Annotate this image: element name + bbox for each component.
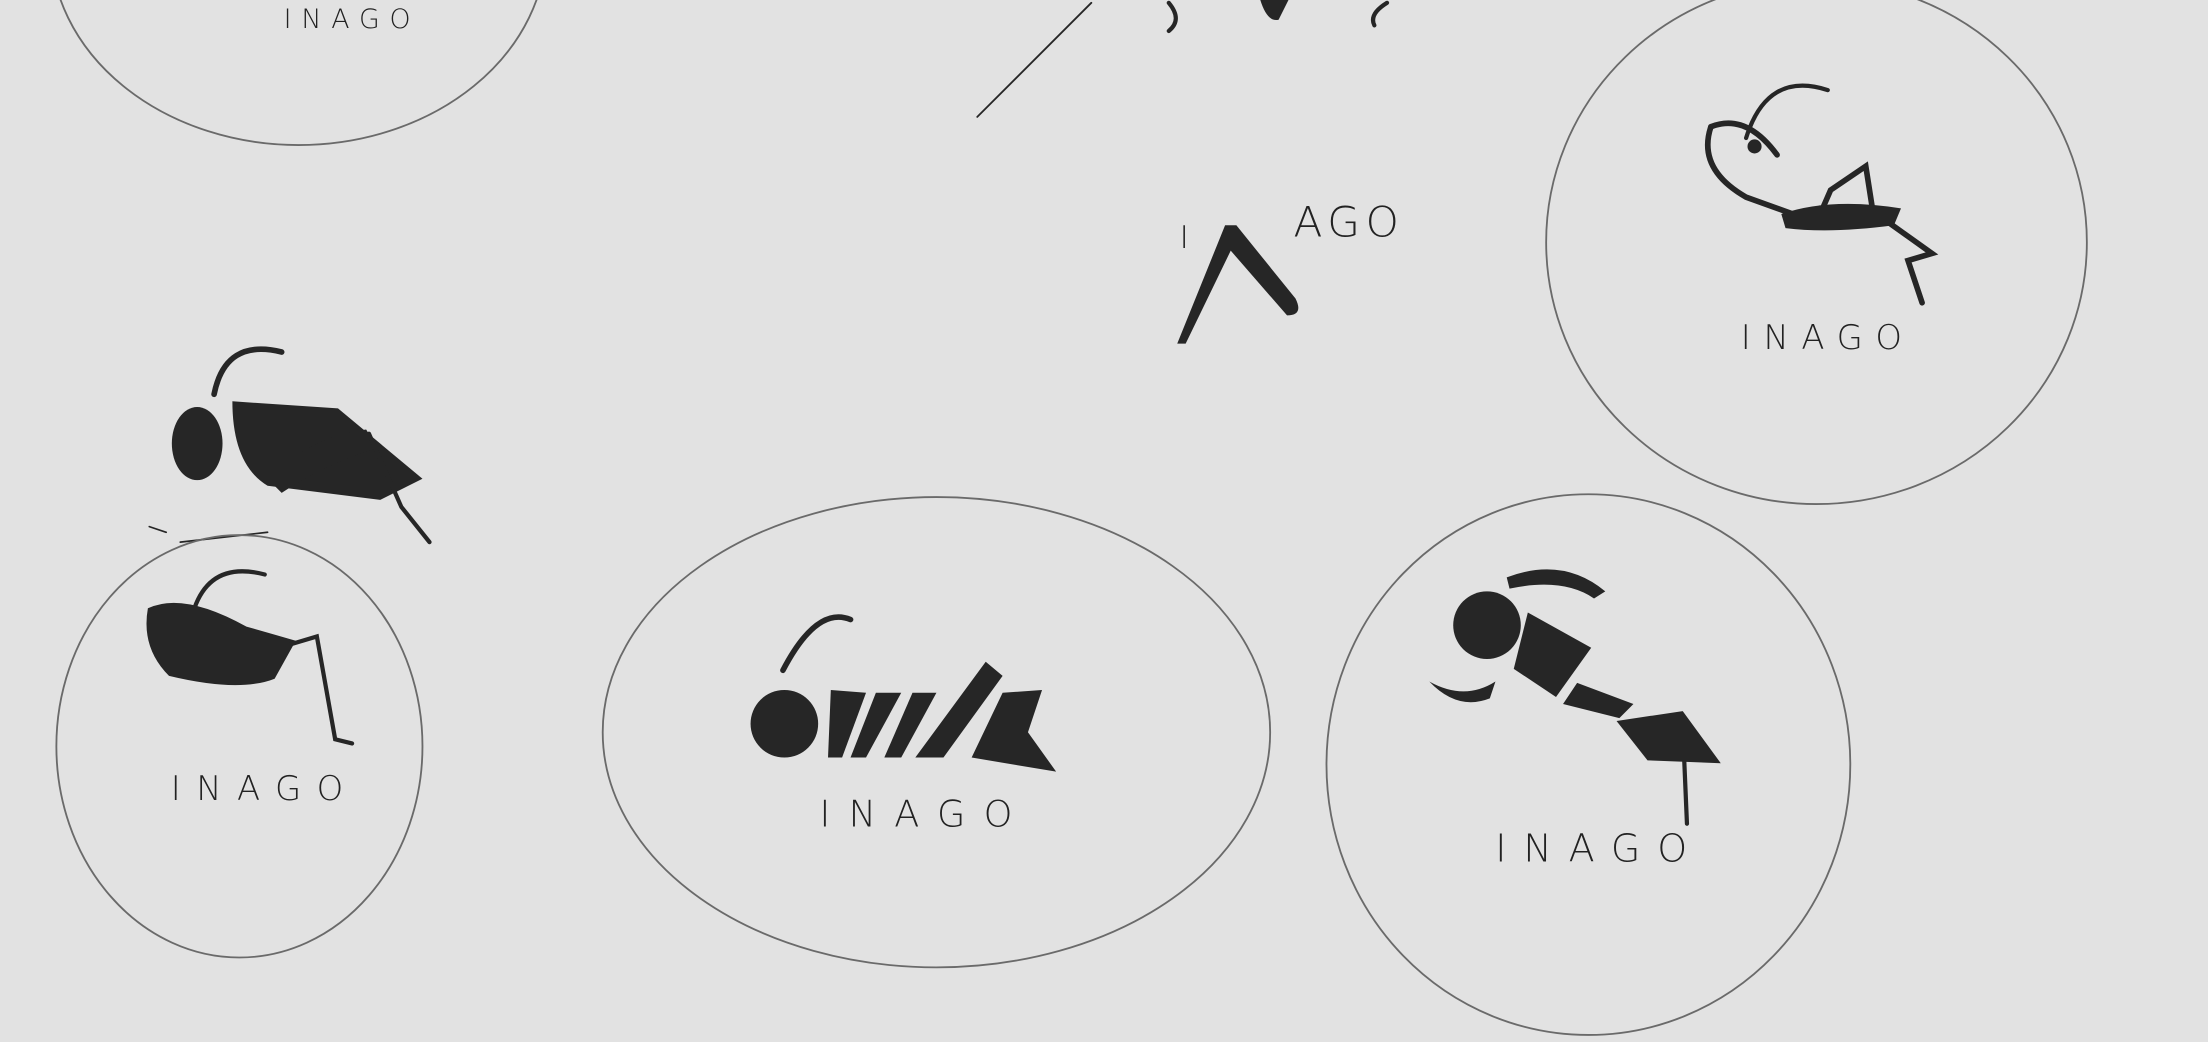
- grasshopper-leg: [1177, 225, 1299, 344]
- logo-text: INAGO: [284, 4, 421, 35]
- antenna: [780, 614, 854, 674]
- sketch-ring: [1325, 493, 1852, 1036]
- head: [1453, 591, 1521, 659]
- stroke: [1370, 0, 1390, 28]
- logo-text: INAGO: [1495, 827, 1704, 871]
- grasshopper-leg: [267, 429, 378, 493]
- sketch-ring: [1545, 0, 2088, 505]
- logo-text: INAGO: [820, 793, 1031, 836]
- body: [915, 661, 1057, 772]
- grasshopper-leg: [1680, 723, 1690, 826]
- body: [1513, 612, 1592, 698]
- head: [750, 689, 819, 758]
- grasshopper-leg: [366, 431, 432, 545]
- logo-text: INAGO: [1741, 318, 1915, 357]
- body: [1616, 711, 1721, 764]
- antenna: [1743, 83, 1830, 141]
- body: [828, 689, 867, 758]
- grasshopper-leg: [1781, 203, 1901, 231]
- body: [884, 692, 937, 758]
- logo-text: AGO: [1293, 198, 1404, 247]
- body: [1563, 682, 1634, 719]
- grasshopper: [1708, 120, 1780, 158]
- stroke: [1260, 0, 1289, 21]
- antenna: [192, 569, 267, 611]
- body: [850, 692, 902, 758]
- sketch-ring: [601, 496, 1272, 969]
- logo-text: I: [1180, 220, 1189, 256]
- antenna: [1506, 569, 1606, 599]
- eye: [1747, 139, 1762, 154]
- head: [171, 406, 223, 481]
- stroke: [1166, 0, 1178, 34]
- grasshopper-leg: [286, 633, 355, 746]
- logo-text: INAGO: [171, 769, 359, 808]
- sketch-ring: [55, 534, 424, 959]
- stroke: [976, 1, 1093, 118]
- grasshopper: [1704, 123, 1939, 306]
- grasshopper-leg: [1429, 681, 1496, 703]
- sketch-ring: [59, 0, 538, 146]
- antenna: [211, 346, 285, 398]
- body: [146, 602, 296, 686]
